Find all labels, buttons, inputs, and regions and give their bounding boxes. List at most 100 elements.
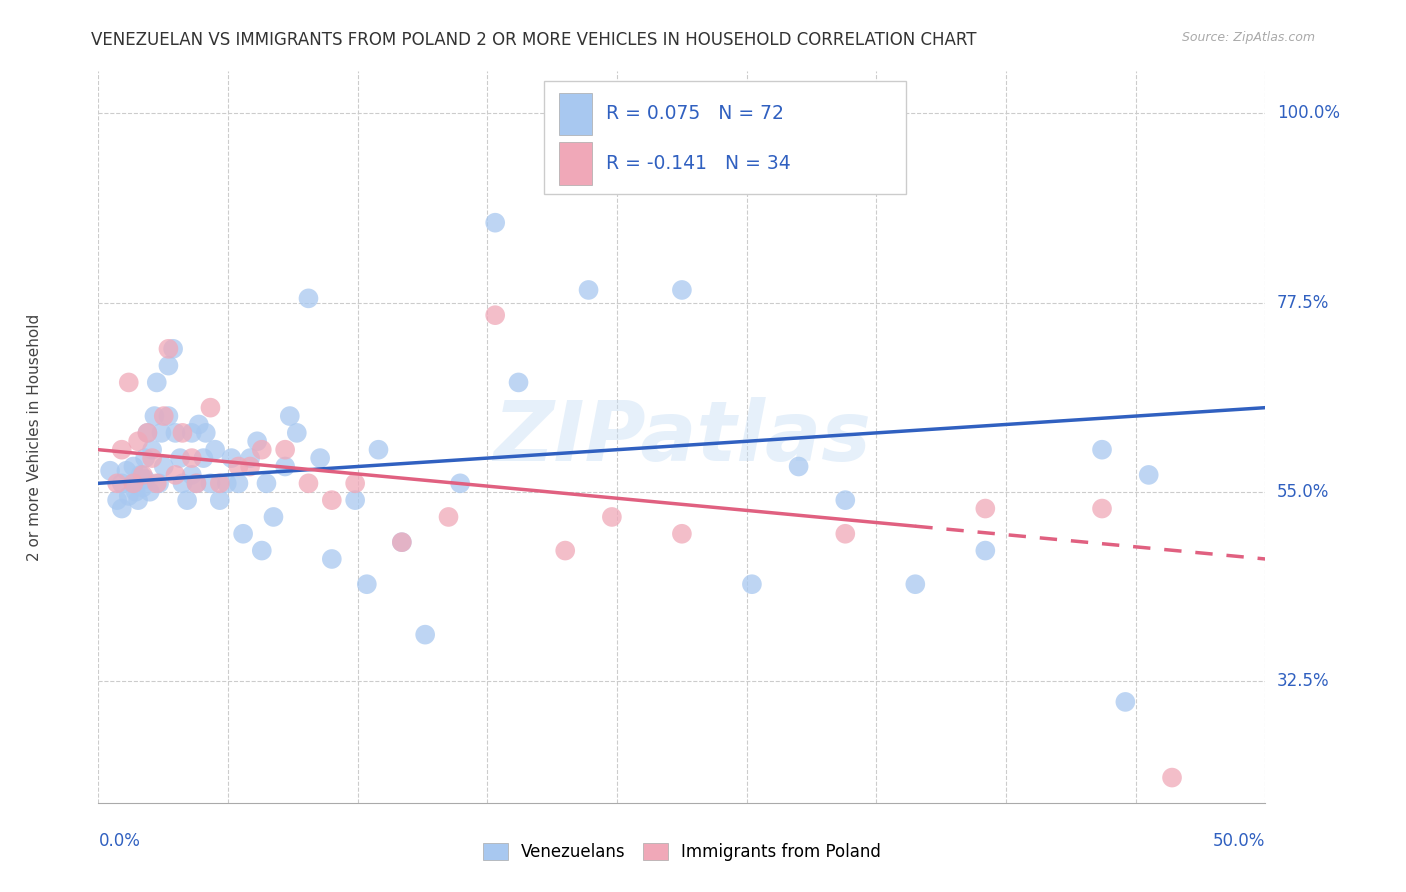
Point [834, 526, 856, 541]
Point [193, 451, 215, 466]
Point [129, 467, 152, 482]
Text: R = -0.141   N = 34: R = -0.141 N = 34 [606, 154, 790, 173]
Point [246, 434, 269, 449]
Point [143, 409, 166, 423]
Point [256, 476, 278, 491]
Point [344, 493, 367, 508]
Point [186, 476, 208, 491]
Point [344, 476, 367, 491]
Point [262, 510, 284, 524]
Point [194, 425, 217, 440]
Point [1137, 467, 1160, 482]
Text: 0.0%: 0.0% [98, 832, 141, 850]
Point [239, 451, 262, 466]
Point [148, 476, 170, 491]
Point [208, 493, 231, 508]
Point [180, 425, 202, 440]
Point [250, 442, 273, 457]
Point [132, 467, 155, 482]
Point [180, 467, 202, 482]
Text: R = 0.075   N = 72: R = 0.075 N = 72 [606, 104, 785, 123]
FancyBboxPatch shape [544, 81, 905, 194]
Point [186, 476, 208, 491]
Point [139, 484, 162, 499]
Point [787, 459, 810, 474]
Point [200, 401, 222, 415]
Point [367, 442, 389, 457]
Point [208, 476, 231, 491]
Point [671, 283, 693, 297]
Point [449, 476, 471, 491]
Point [391, 535, 413, 549]
Point [172, 476, 194, 491]
Point [309, 451, 332, 466]
Point [200, 476, 222, 491]
Point [157, 409, 180, 423]
Point [105, 493, 128, 508]
Point [150, 425, 173, 440]
Point [136, 425, 159, 440]
Point [232, 526, 254, 541]
Point [152, 459, 174, 474]
Point [180, 451, 202, 466]
Point [239, 459, 262, 474]
Point [187, 417, 209, 432]
Text: Source: ZipAtlas.com: Source: ZipAtlas.com [1181, 31, 1315, 45]
Text: 100.0%: 100.0% [1277, 104, 1340, 122]
Point [215, 476, 238, 491]
Point [115, 464, 138, 478]
Point [165, 425, 187, 440]
Point [127, 493, 149, 508]
Point [157, 342, 180, 356]
Point [741, 577, 763, 591]
Point [118, 489, 141, 503]
Point [132, 481, 155, 495]
Point [157, 359, 180, 373]
Point [600, 510, 623, 524]
Point [834, 493, 856, 508]
Point [297, 476, 319, 491]
Point [297, 291, 319, 305]
Point [321, 552, 343, 566]
Point [105, 476, 128, 491]
Bar [560, 93, 592, 135]
Point [1161, 771, 1184, 785]
Point [274, 442, 297, 457]
Point [554, 543, 576, 558]
Point [437, 510, 460, 524]
Text: ZIPatlas: ZIPatlas [494, 397, 870, 477]
Point [250, 543, 273, 558]
Point [125, 484, 148, 499]
Text: 77.5%: 77.5% [1277, 293, 1330, 311]
Point [904, 577, 927, 591]
Point [508, 376, 530, 390]
Point [169, 451, 191, 466]
Point [221, 451, 243, 466]
Text: 55.0%: 55.0% [1277, 483, 1330, 500]
Bar [560, 143, 592, 185]
Legend: Venezuelans, Immigrants from Poland: Venezuelans, Immigrants from Poland [477, 836, 887, 868]
Text: 2 or more Vehicles in Household: 2 or more Vehicles in Household [27, 313, 42, 561]
Point [285, 425, 308, 440]
Point [1091, 442, 1114, 457]
Point [122, 459, 145, 474]
Point [127, 434, 149, 449]
Point [204, 442, 226, 457]
Point [321, 493, 343, 508]
Point [484, 216, 506, 230]
Point [122, 476, 145, 491]
Point [391, 535, 413, 549]
Point [554, 157, 576, 171]
Point [228, 459, 250, 474]
Point [356, 577, 378, 591]
Point [134, 451, 156, 466]
Point [228, 476, 250, 491]
Point [146, 476, 169, 491]
Point [1091, 501, 1114, 516]
Point [111, 476, 134, 491]
Point [98, 464, 121, 478]
Point [122, 476, 145, 491]
Point [141, 451, 163, 466]
Point [1114, 695, 1136, 709]
Point [136, 425, 159, 440]
